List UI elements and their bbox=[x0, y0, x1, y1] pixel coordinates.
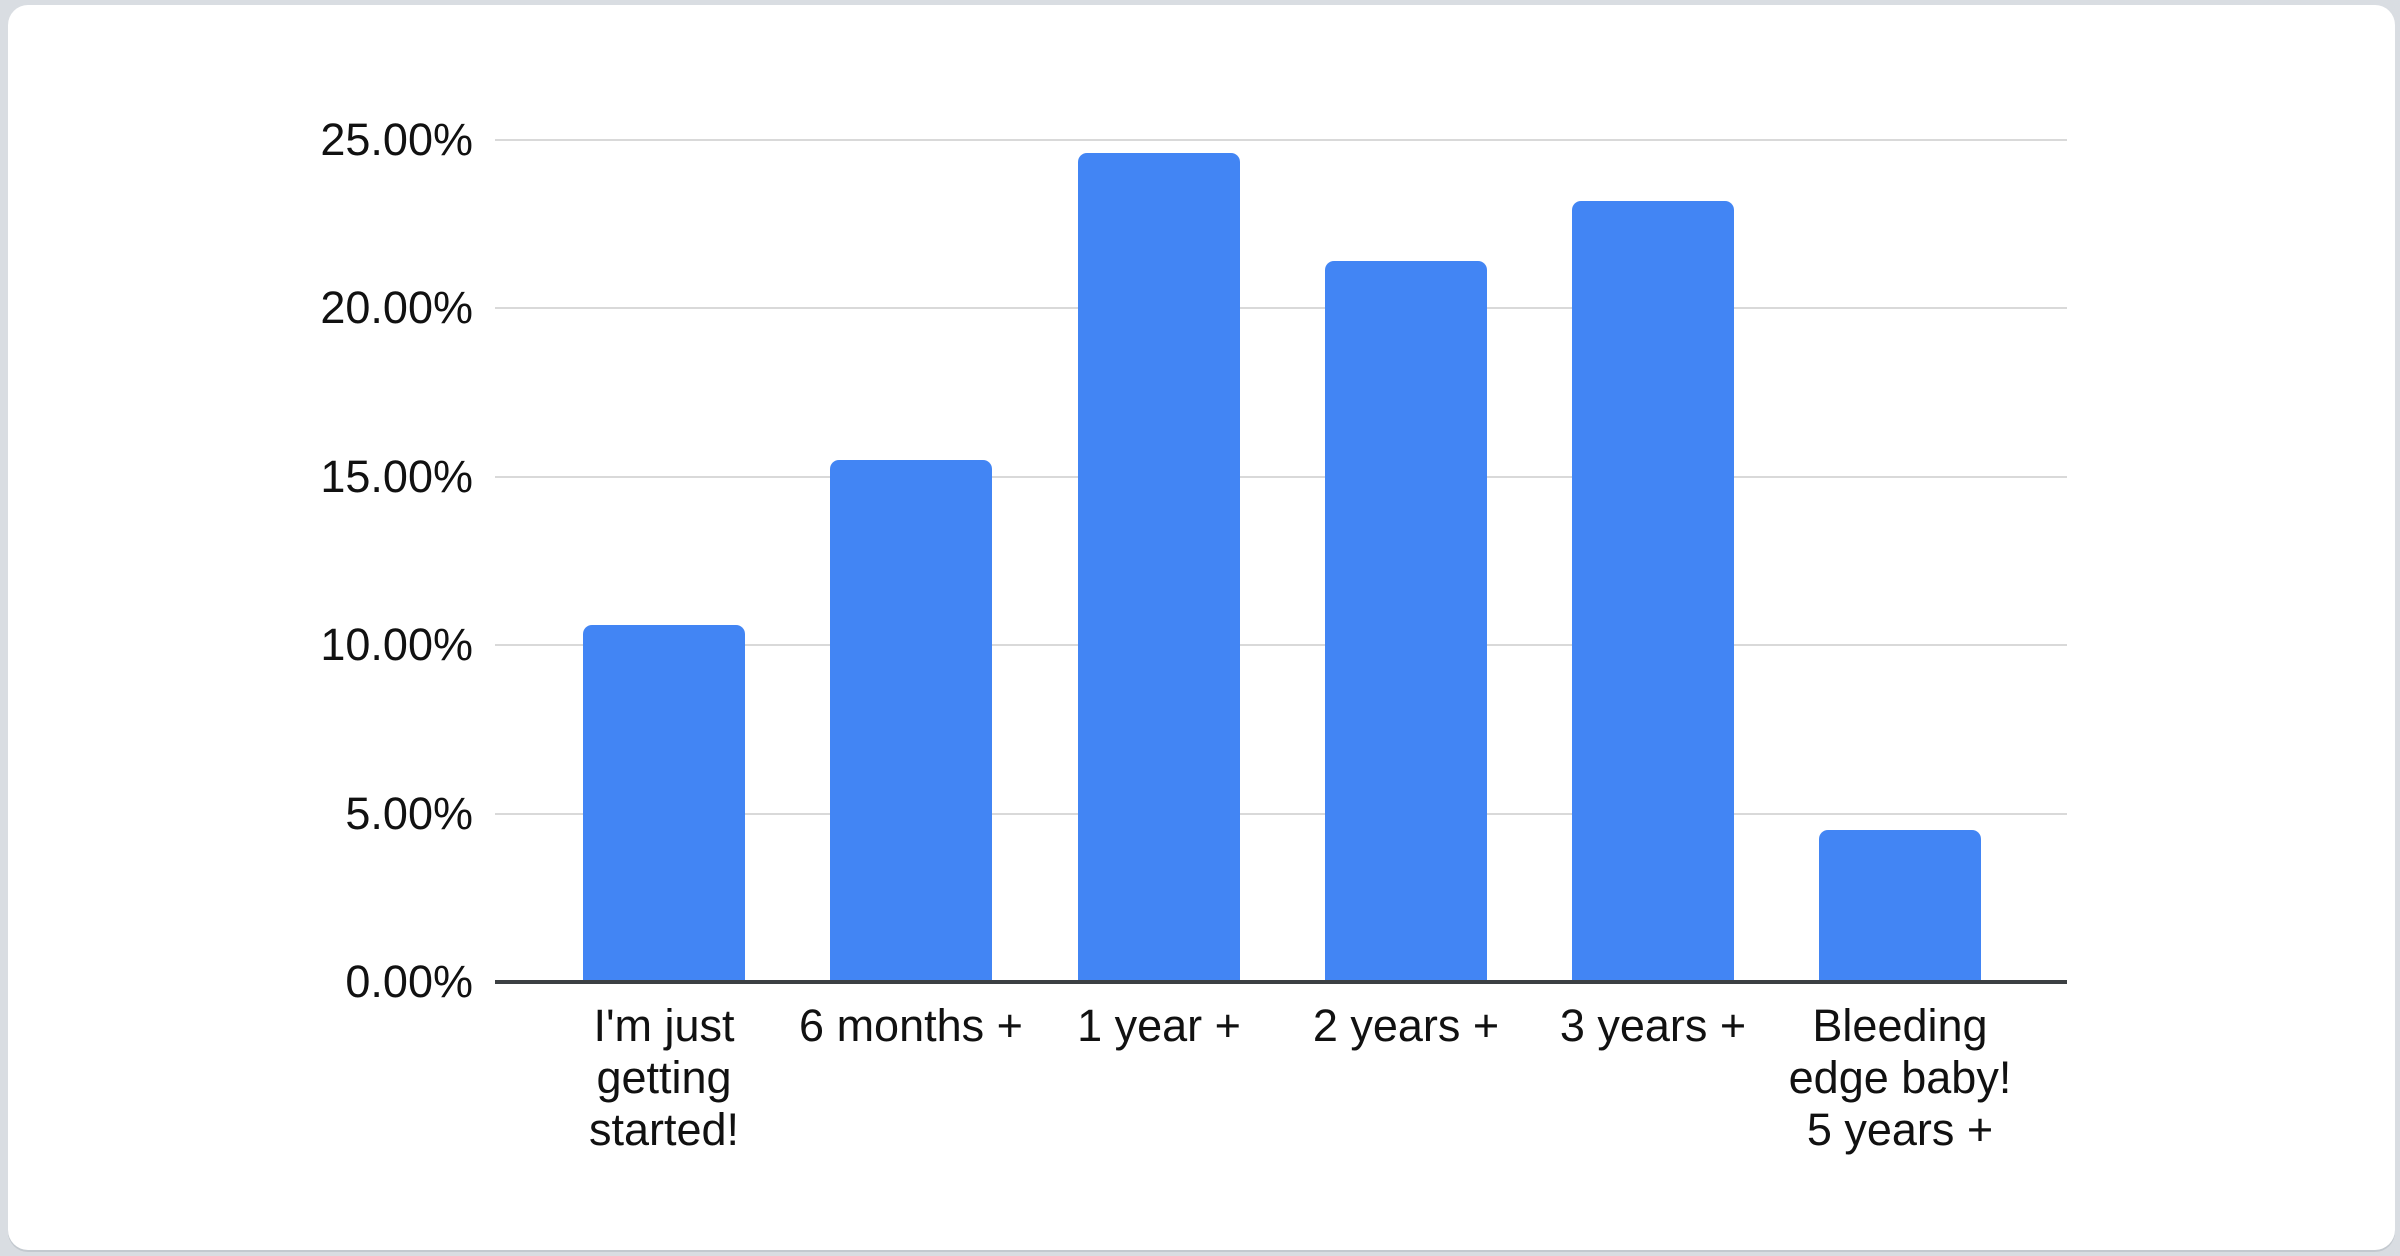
chart-bar[interactable] bbox=[1572, 201, 1734, 982]
y-axis-tick-label: 0.00% bbox=[345, 956, 473, 1007]
gridline bbox=[495, 307, 2067, 310]
gridline bbox=[495, 475, 2067, 478]
chart-bar[interactable] bbox=[1819, 830, 1981, 982]
chart-bar[interactable] bbox=[1078, 153, 1240, 982]
y-axis-tick-label: 25.00% bbox=[320, 114, 473, 165]
y-axis-tick-label: 20.00% bbox=[320, 282, 473, 334]
y-axis-tick-label: 15.00% bbox=[320, 450, 473, 502]
y-axis-tick-label: 10.00% bbox=[320, 619, 473, 671]
chart-bar[interactable] bbox=[1325, 261, 1487, 982]
y-axis-tick-label: 5.00% bbox=[345, 787, 473, 839]
gridline bbox=[495, 812, 2067, 815]
x-axis-baseline bbox=[495, 980, 2067, 984]
x-axis-category-label: 6 months + bbox=[799, 1000, 1023, 1051]
gridline bbox=[495, 644, 2067, 647]
x-axis-category-label: Bleeding edge baby! 5 years + bbox=[1788, 1000, 2012, 1155]
x-axis-category-label: 3 years + bbox=[1559, 1000, 1747, 1051]
x-axis-category-label: 1 year + bbox=[1077, 1000, 1241, 1051]
chart-bar[interactable] bbox=[583, 625, 745, 982]
x-axis-category-label: I'm just getting started! bbox=[588, 1000, 740, 1155]
x-axis-category-label: 2 years + bbox=[1312, 1000, 1500, 1051]
chart-bar[interactable] bbox=[830, 460, 992, 982]
gridline bbox=[495, 139, 2067, 141]
